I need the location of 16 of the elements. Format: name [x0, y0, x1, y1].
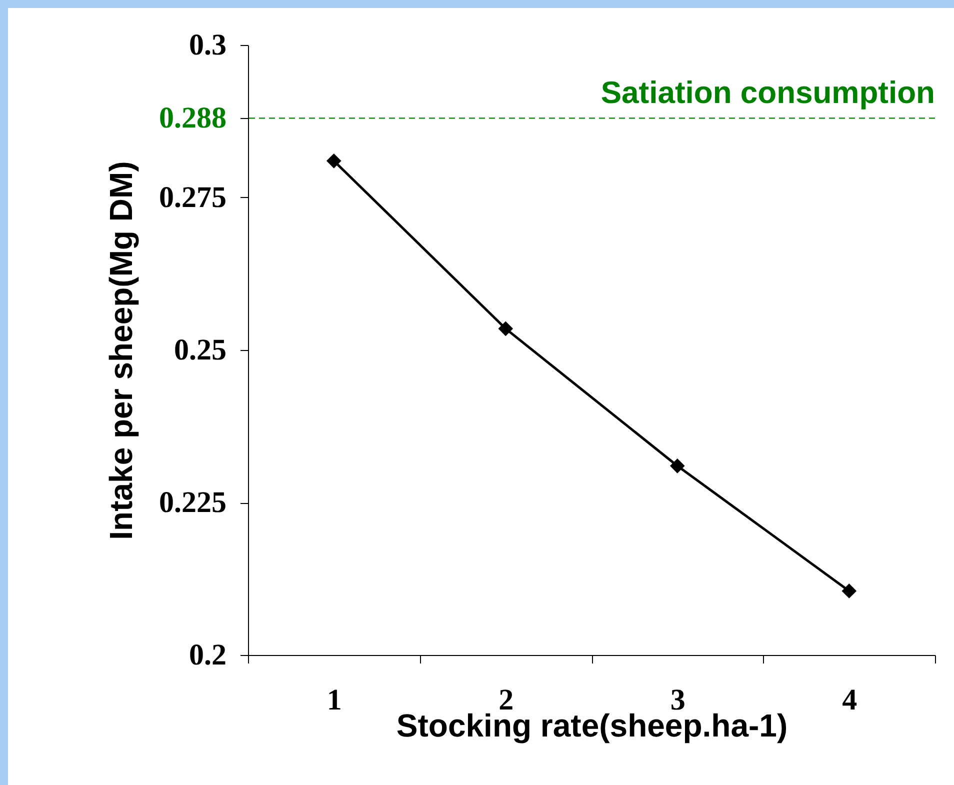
y-tick-label: 0.288: [159, 102, 226, 135]
point: [670, 458, 685, 474]
y-tick-label: 0.275: [159, 181, 226, 214]
x-tick-label: 2: [498, 684, 514, 716]
ref-line-label: Satiation consumption: [600, 75, 935, 110]
y-tick-label: 0.3: [189, 28, 226, 62]
x-tick-label: 4: [842, 684, 858, 716]
x-tick-label: 3: [670, 684, 686, 716]
y-tick-label: 0.25: [174, 334, 226, 366]
y-axis-title: Intake per sheep(Mg DM): [103, 161, 139, 540]
point: [498, 321, 514, 336]
x-tick-label: 1: [326, 684, 342, 716]
y-tick-label: 0.2: [189, 638, 226, 672]
point: [326, 153, 342, 168]
point: [842, 584, 857, 598]
y-tick-label: 0.225: [159, 486, 226, 519]
